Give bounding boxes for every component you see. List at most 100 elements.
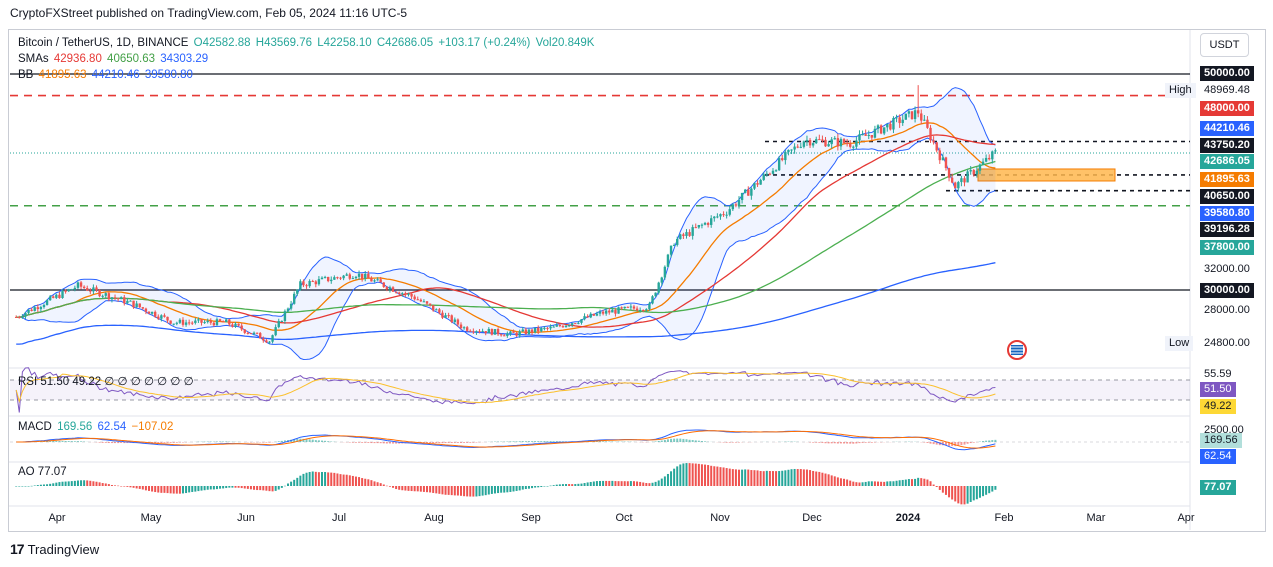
ao-bar [70, 481, 73, 486]
ao-bar [191, 486, 194, 492]
candle-body [617, 307, 620, 314]
time-axis-label: May [140, 512, 162, 524]
macd-hist-bar [673, 438, 676, 442]
macd-hist-bar [518, 441, 521, 442]
candle-body [364, 273, 367, 279]
candle-body [391, 287, 395, 292]
macd-hist-bar [126, 442, 129, 444]
macd-hist-bar [70, 441, 73, 442]
macd-hist-bar [824, 442, 827, 444]
candle-body [941, 157, 945, 161]
ao-bar [784, 470, 787, 486]
ao-bar [212, 486, 215, 490]
bollinger-bands [16, 87, 996, 361]
macd-hist-bar [348, 442, 351, 443]
macd-hist-bar [475, 442, 478, 443]
candle-body [92, 287, 95, 292]
macd-hist-bar [429, 442, 432, 443]
macd-hist-bar [117, 442, 120, 444]
macd-hist-bar [833, 442, 836, 444]
ao-bar [938, 486, 941, 490]
macd-hist-bar [354, 442, 357, 443]
candle-body [373, 280, 376, 282]
candle-body [326, 276, 330, 282]
time-axis-label: Apr [48, 512, 66, 524]
macd-hist-bar [602, 441, 605, 442]
ao-bar [215, 486, 218, 490]
candle-body [685, 232, 688, 236]
ao-bar [617, 481, 620, 486]
candle-body [431, 305, 435, 311]
candle-body [784, 152, 787, 161]
ao-bar [175, 486, 178, 494]
candle-body [679, 234, 682, 239]
ao-bar [333, 472, 336, 486]
macd-hist-bar [64, 441, 67, 442]
candle-body [499, 334, 503, 336]
candle-body [345, 274, 348, 276]
legend-bb-row[interactable]: BB 41895.63 44210.46 39580.80 [18, 69, 195, 81]
ao-bar [194, 486, 197, 492]
ao-bar [466, 486, 469, 497]
macd-hist-bar [398, 442, 401, 444]
candle-body [348, 274, 351, 279]
ao-bar [679, 464, 682, 486]
macd-hist-bar [512, 441, 515, 442]
candle-body [441, 312, 444, 318]
ao-bar [110, 485, 113, 486]
price-label: 28000.00 [1204, 304, 1250, 316]
candle-body [518, 331, 521, 336]
macd-hist-bar [55, 440, 58, 442]
macd-hist-bar [73, 441, 76, 442]
candle-body [540, 328, 543, 332]
ao-bar [923, 478, 926, 486]
macd-hist-bar [534, 441, 537, 442]
currency-button[interactable]: USDT [1200, 33, 1249, 57]
chart-frame[interactable] [8, 29, 1266, 532]
ao-bar [966, 486, 969, 504]
ao-bar [778, 471, 781, 486]
candle-body [543, 327, 546, 329]
ao-bar [892, 481, 895, 486]
macd-hist-bar [169, 442, 172, 443]
time-axis-label: Aug [424, 512, 444, 524]
candle-body [169, 320, 172, 324]
macd-hist-bar [373, 442, 376, 444]
macd-hist-bar [982, 441, 985, 442]
macd-hist-bar [107, 442, 110, 444]
candle-body [150, 311, 154, 314]
ao-bar [132, 486, 135, 488]
ao-bar [589, 481, 592, 486]
candle-body [660, 277, 663, 283]
candle-body [821, 139, 824, 141]
macd-hist-bar [839, 442, 842, 444]
ao-bar [599, 480, 601, 486]
candle-body [456, 319, 460, 325]
macd-hist-bar [994, 439, 997, 442]
candle-body [629, 306, 633, 308]
macd-hist-bar [555, 441, 558, 442]
ao-bar [200, 486, 203, 491]
price-label: 48969.48 [1204, 84, 1250, 96]
tradingview-brand[interactable]: 17 TradingView [10, 541, 99, 557]
price-label: 37800.00 [1200, 240, 1254, 255]
ao-bar [308, 471, 311, 486]
ao-bar [222, 486, 225, 489]
ao-bar [98, 482, 101, 486]
legend-macd-row[interactable]: MACD 169.56 62.54 −107.02 [18, 421, 175, 433]
candle-body [663, 266, 667, 278]
ao-bar [901, 479, 904, 486]
candle-body [564, 325, 568, 328]
legend-sma-row[interactable]: SMAs 42936.80 40650.63 34303.29 [18, 53, 210, 65]
ao-bar [92, 481, 95, 486]
candle-body [110, 297, 114, 300]
ao-bar [602, 480, 605, 486]
macd-hist-bar [682, 438, 685, 442]
ao-bar [15, 486, 18, 487]
ao-bar [815, 471, 818, 486]
legend-rsi[interactable]: RSI 51.50 49.22 ∅ ∅ ∅ ∅ ∅ ∅ ∅ [18, 376, 194, 388]
candle-body [870, 135, 874, 138]
ao-bar [852, 481, 855, 486]
legend-ao[interactable]: AO 77.07 [18, 466, 67, 478]
